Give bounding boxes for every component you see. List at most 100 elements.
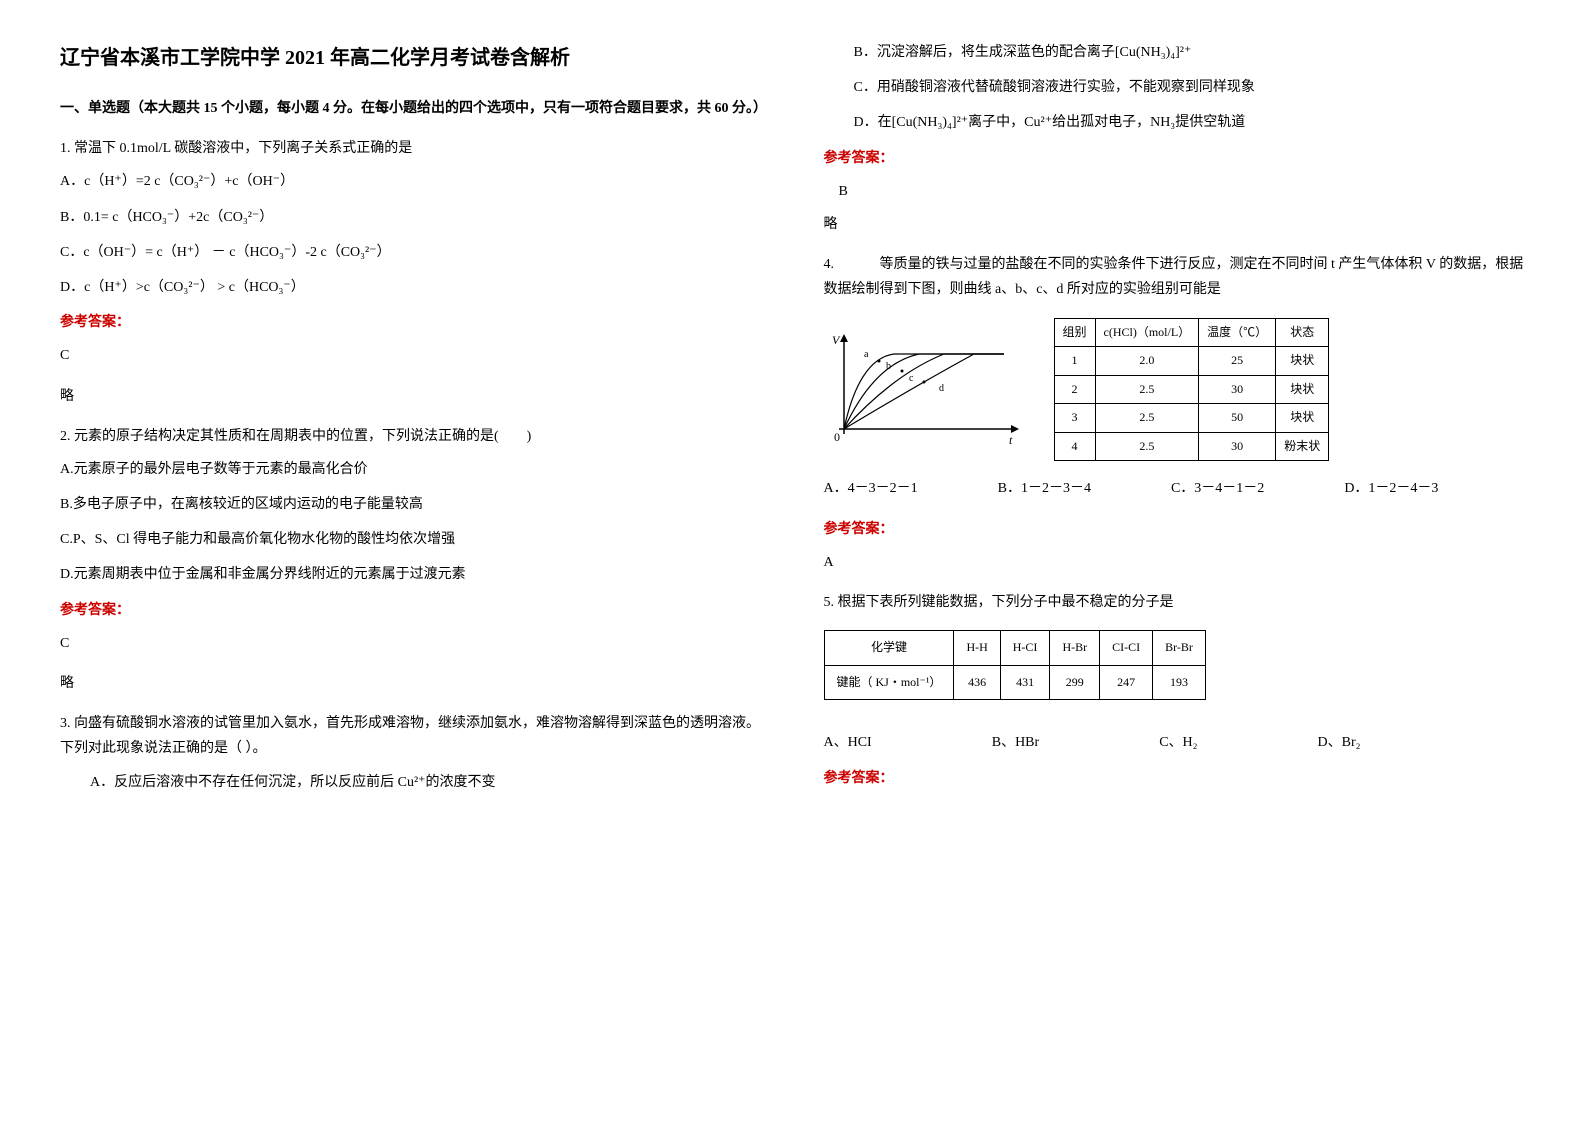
exam-title: 辽宁省本溪市工学院中学 2021 年高二化学月考试卷含解析: [60, 40, 764, 76]
q1-answer-label: 参考答案：: [60, 310, 764, 335]
svg-text:d: d: [939, 383, 944, 394]
q4-answer: A: [824, 550, 1528, 575]
q1-answer: C: [60, 343, 764, 368]
q2-opt-a: A.元素原子的最外层电子数等于元素的最高化合价: [60, 457, 764, 482]
q3-opt-b: B．沉淀溶解后，将生成深蓝色的配合离子[Cu(NH₃)₄]²⁺: [824, 40, 1528, 65]
question-3-continued: B．沉淀溶解后，将生成深蓝色的配合离子[Cu(NH₃)₄]²⁺ C．用硝酸铜溶液…: [824, 40, 1528, 237]
page-container: 辽宁省本溪市工学院中学 2021 年高二化学月考试卷含解析 一、单选题（本大题共…: [60, 40, 1527, 810]
svg-text:a: a: [864, 349, 869, 360]
table-row: 组别 c(HCl)（mol/L） 温度（℃） 状态: [1054, 318, 1329, 347]
q3-opt-d: D．在[Cu(NH₃)₄]²⁺离子中，Cu²⁺给出孤对电子，NH₃提供空轨道: [824, 110, 1528, 135]
cell: 2.5: [1095, 432, 1199, 461]
cell: 块状: [1276, 375, 1329, 404]
q1-opt-c: C．c（OH⁻）= c（H⁺） － c（HCO₃⁻）-2 c（CO₃²⁻）: [60, 240, 764, 265]
table-row: 1 2.0 25 块状: [1054, 347, 1329, 376]
cell: 3: [1054, 404, 1095, 433]
q5-opt-a: A、HCI: [824, 730, 872, 755]
q3-answer-label: 参考答案：: [824, 146, 1528, 171]
q4-th-3: 状态: [1276, 318, 1329, 347]
svg-text:0: 0: [834, 430, 840, 444]
q4-opt-a: A．4－3－2－1: [824, 476, 918, 501]
q4-options: A．4－3－2－1 B．1－2－3－4 C．3－4－1－2 D．1－2－4－3: [824, 476, 1528, 501]
q2-opt-d: D.元素周期表中位于金属和非金属分界线附近的元素属于过渡元素: [60, 562, 764, 587]
q2-answer-label: 参考答案：: [60, 598, 764, 623]
q4-opt-b: B．1－2－3－4: [998, 476, 1091, 501]
q1-opt-a: A．c（H⁺）=2 c（CO₃²⁻）+c（OH⁻）: [60, 169, 764, 194]
q3-text: 3. 向盛有硫酸铜水溶液的试管里加入氨水，首先形成难溶物，继续添加氨水，难溶物溶…: [60, 711, 764, 761]
q4-text: 4. 等质量的铁与过量的盐酸在不同的实验条件下进行反应，测定在不同时间 t 产生…: [824, 252, 1528, 302]
cell: 1: [1054, 347, 1095, 376]
table-row: 化学键 H-H H-CI H-Br CI-CI Br-Br: [824, 631, 1205, 666]
q4-th-2: 温度（℃）: [1199, 318, 1276, 347]
cell: H-Br: [1050, 631, 1100, 666]
q4-opt-c: C．3－4－1－2: [1171, 476, 1264, 501]
q2-text: 2. 元素的原子结构决定其性质和在周期表中的位置，下列说法正确的是( ): [60, 424, 764, 449]
question-5: 5. 根据下表所列键能数据，下列分子中最不稳定的分子是 化学键 H-H H-CI…: [824, 590, 1528, 791]
q5-bond-table: 化学键 H-H H-CI H-Br CI-CI Br-Br 键能（ KJ・mol…: [824, 630, 1206, 700]
cell: 247: [1100, 665, 1153, 700]
q5-opt-b: B、HBr: [992, 730, 1039, 755]
cell: 25: [1199, 347, 1276, 376]
q3-opt-c: C．用硝酸铜溶液代替硫酸铜溶液进行实验，不能观察到同样现象: [824, 75, 1528, 100]
q4-th-0: 组别: [1054, 318, 1095, 347]
q4-answer-label: 参考答案：: [824, 517, 1528, 542]
cell: Br-Br: [1153, 631, 1206, 666]
q5-opt-c: C、H₂: [1159, 730, 1197, 755]
cell: 块状: [1276, 404, 1329, 433]
q3-opt-a: A．反应后溶液中不存在任何沉淀，所以反应前后 Cu²⁺的浓度不变: [60, 770, 764, 795]
svg-text:V: V: [832, 333, 841, 347]
q5-opt-d: D、Br₂: [1318, 730, 1361, 755]
q1-text: 1. 常温下 0.1mol/L 碳酸溶液中，下列离子关系式正确的是: [60, 136, 764, 161]
q4-table: 组别 c(HCl)（mol/L） 温度（℃） 状态 1 2.0 25 块状 2 …: [1054, 318, 1330, 462]
cell: 50: [1199, 404, 1276, 433]
q5-options: A、HCI B、HBr C、H₂ D、Br₂: [824, 730, 1528, 755]
cell: 30: [1199, 375, 1276, 404]
cell: 431: [1000, 665, 1050, 700]
cell: H-CI: [1000, 631, 1050, 666]
cell: H-H: [954, 631, 1000, 666]
q2-answer: C: [60, 631, 764, 656]
cell: 30: [1199, 432, 1276, 461]
cell: 4: [1054, 432, 1095, 461]
q2-note: 略: [60, 671, 764, 696]
q4-th-1: c(HCl)（mol/L）: [1095, 318, 1199, 347]
cell: 化学键: [824, 631, 954, 666]
svg-text:c: c: [909, 373, 914, 384]
table-row: 2 2.5 30 块状: [1054, 375, 1329, 404]
q4-opt-d: D．1－2－4－3: [1344, 476, 1438, 501]
q5-text: 5. 根据下表所列键能数据，下列分子中最不稳定的分子是: [824, 590, 1528, 615]
section-header: 一、单选题（本大题共 15 个小题，每小题 4 分。在每小题给出的四个选项中，只…: [60, 96, 764, 121]
cell: 299: [1050, 665, 1100, 700]
question-3: 3. 向盛有硫酸铜水溶液的试管里加入氨水，首先形成难溶物，继续添加氨水，难溶物溶…: [60, 711, 764, 795]
q4-figure-block: V t 0 a b c d: [824, 318, 1528, 462]
cell: 粉末状: [1276, 432, 1329, 461]
q1-opt-b: B．0.1= c（HCO₃⁻）+2c（CO₃²⁻）: [60, 205, 764, 230]
cell: 块状: [1276, 347, 1329, 376]
svg-text:t: t: [1009, 433, 1013, 447]
question-1: 1. 常温下 0.1mol/L 碳酸溶液中，下列离子关系式正确的是 A．c（H⁺…: [60, 136, 764, 409]
svg-text:b: b: [886, 361, 891, 372]
cell: 436: [954, 665, 1000, 700]
q3-note: 略: [824, 212, 1528, 237]
question-4: 4. 等质量的铁与过量的盐酸在不同的实验条件下进行反应，测定在不同时间 t 产生…: [824, 252, 1528, 575]
cell: 2.5: [1095, 404, 1199, 433]
cell: CI-CI: [1100, 631, 1153, 666]
left-column: 辽宁省本溪市工学院中学 2021 年高二化学月考试卷含解析 一、单选题（本大题共…: [60, 40, 764, 810]
cell: 2.5: [1095, 375, 1199, 404]
q5-answer-label: 参考答案：: [824, 766, 1528, 791]
q1-opt-d: D．c（H⁺）>c（CO₃²⁻） > c（HCO₃⁻）: [60, 275, 764, 300]
q3-answer: B: [824, 179, 1528, 204]
q2-opt-c: C.P、S、Cl 得电子能力和最高价氧化物水化物的酸性均依次增强: [60, 527, 764, 552]
question-2: 2. 元素的原子结构决定其性质和在周期表中的位置，下列说法正确的是( ) A.元…: [60, 424, 764, 697]
table-row: 键能（ KJ・mol⁻¹） 436 431 299 247 193: [824, 665, 1205, 700]
cell: 键能（ KJ・mol⁻¹）: [824, 665, 954, 700]
cell: 193: [1153, 665, 1206, 700]
q4-chart: V t 0 a b c d: [824, 329, 1024, 449]
table-row: 3 2.5 50 块状: [1054, 404, 1329, 433]
right-column: B．沉淀溶解后，将生成深蓝色的配合离子[Cu(NH₃)₄]²⁺ C．用硝酸铜溶液…: [824, 40, 1528, 810]
table-row: 4 2.5 30 粉末状: [1054, 432, 1329, 461]
cell: 2: [1054, 375, 1095, 404]
q2-opt-b: B.多电子原子中，在离核较近的区域内运动的电子能量较高: [60, 492, 764, 517]
q1-note: 略: [60, 384, 764, 409]
cell: 2.0: [1095, 347, 1199, 376]
